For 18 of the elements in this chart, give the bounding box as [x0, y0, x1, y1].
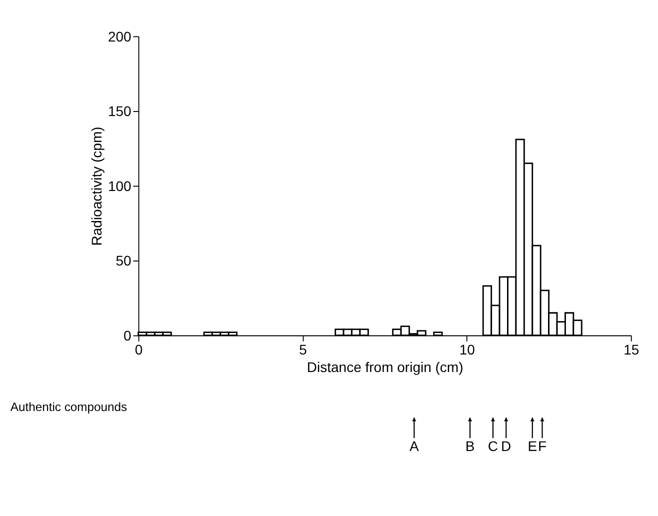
y-tick-label: 200: [108, 28, 132, 44]
x-axis-title: Distance from origin (cm): [306, 359, 464, 376]
y-tick-label: 50: [116, 252, 132, 269]
y-tick-label: 100: [108, 178, 132, 194]
ref-line-label: D: [501, 438, 512, 454]
x-tick-label: 5: [299, 341, 308, 358]
x-tick-label: 0: [134, 341, 143, 358]
y-tick-label: 150: [108, 103, 132, 120]
ref-line-label: B: [465, 438, 475, 454]
ref-line-label: F: [538, 438, 547, 454]
text: Authentic compounds: [10, 400, 128, 414]
y-tick-label: 0: [124, 327, 132, 344]
ref-line-label: C: [488, 438, 498, 454]
y-axis-title: Radioactivity (cpm): [88, 126, 104, 246]
x-tick-label: 15: [624, 341, 640, 358]
ref-line-label: A: [409, 438, 420, 454]
x-tick-label: 10: [459, 341, 476, 358]
ref-line-label: E: [528, 438, 538, 454]
